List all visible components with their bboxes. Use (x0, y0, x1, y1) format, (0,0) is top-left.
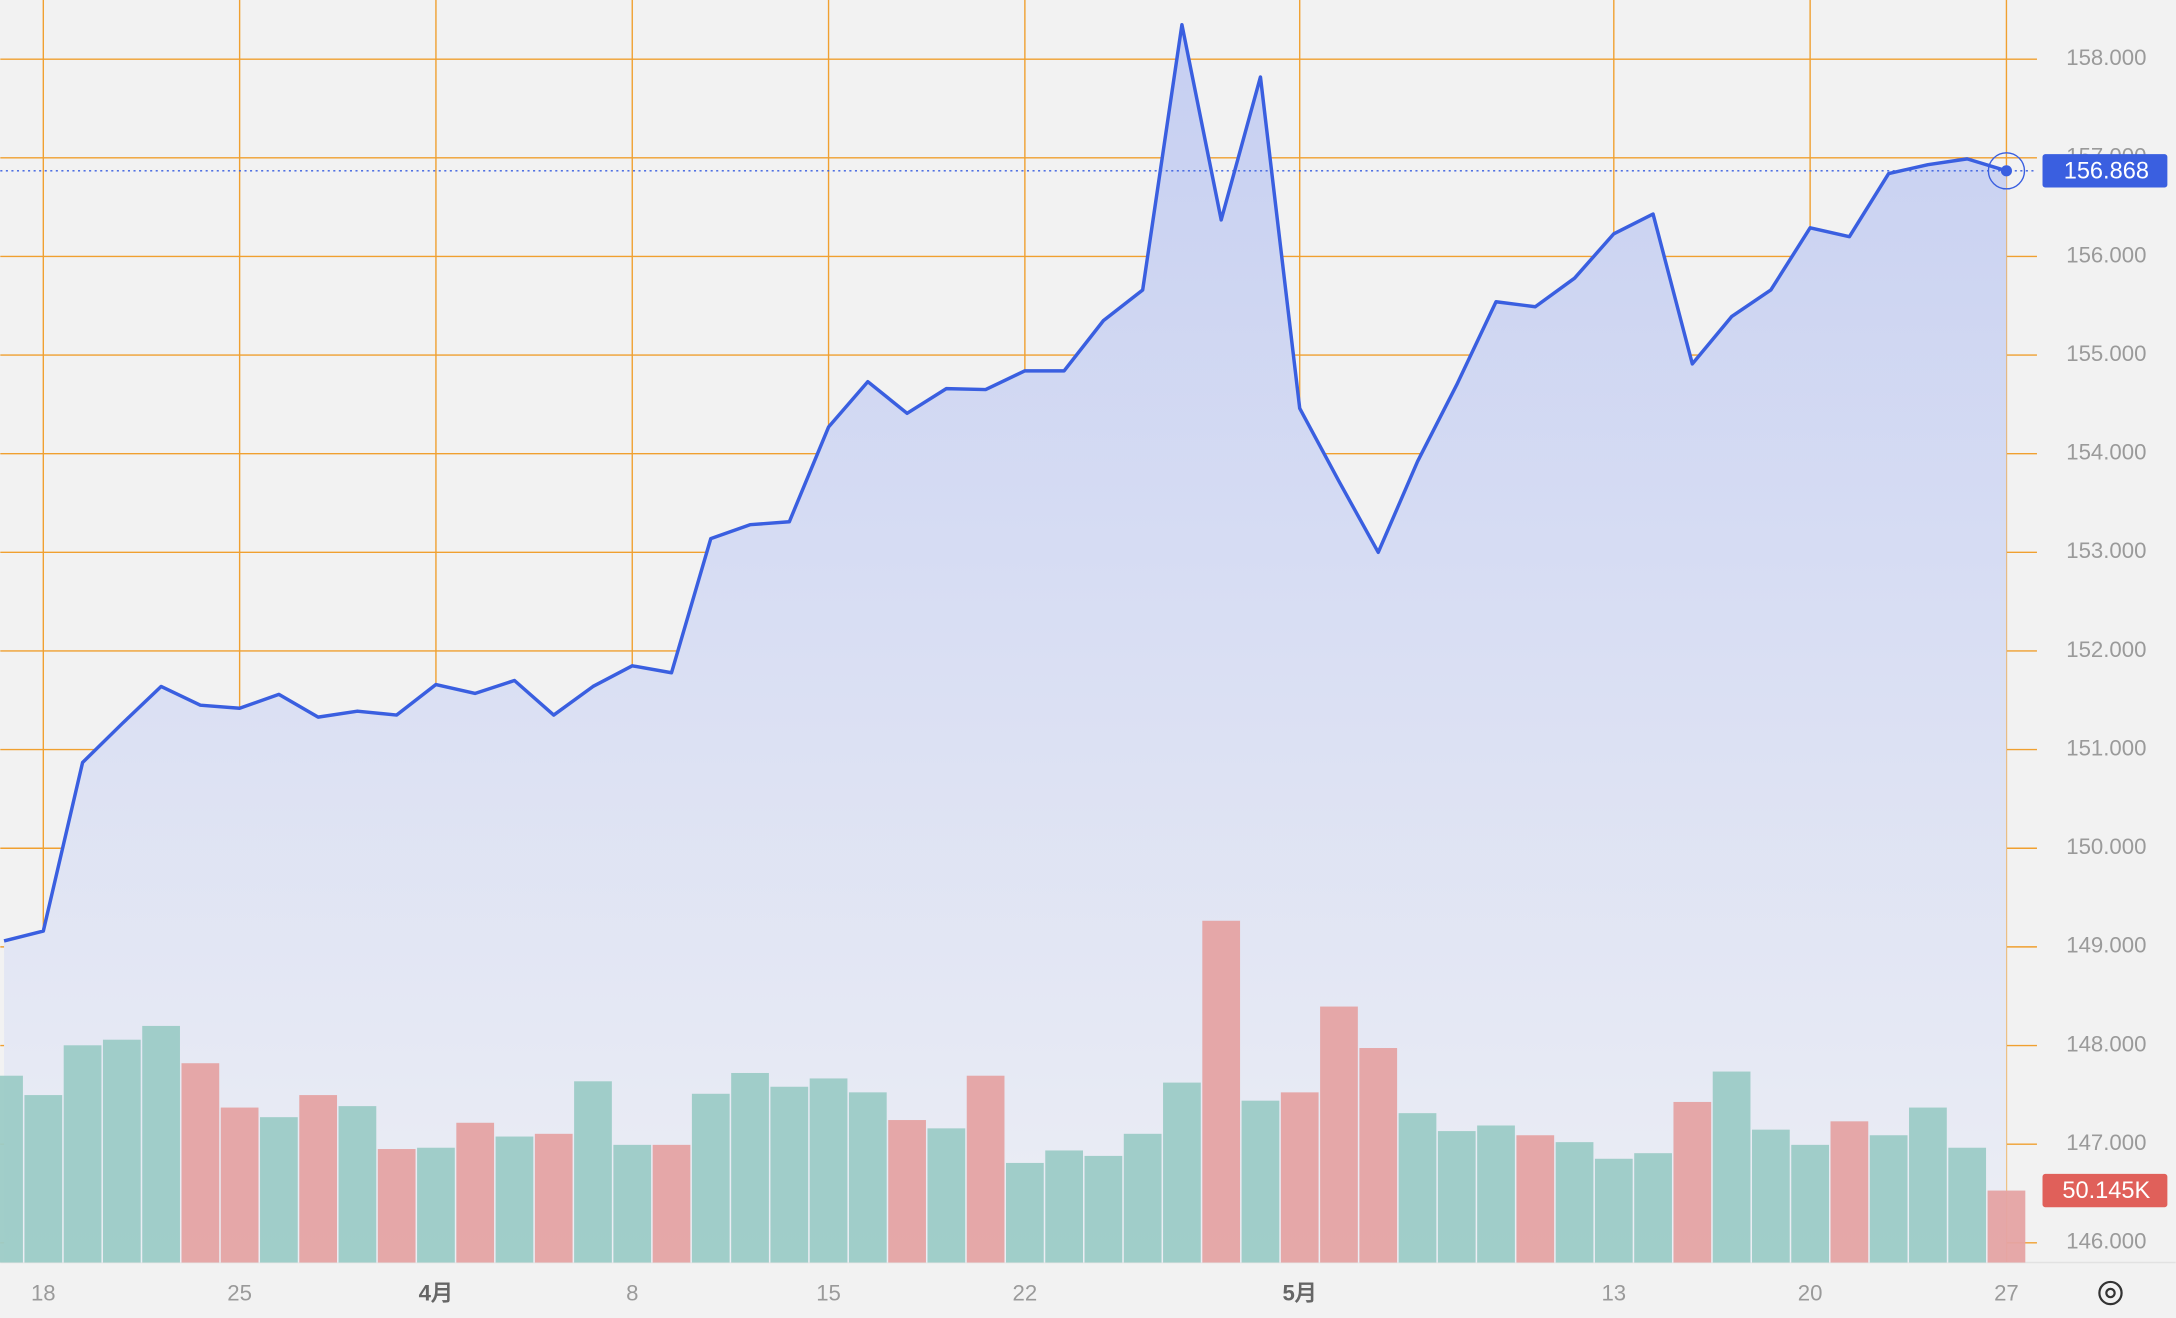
price-tag-label: 156.868 (2064, 157, 2149, 183)
volume-bar (1948, 1147, 1987, 1263)
volume-bar (377, 1149, 416, 1263)
volume-bar (1673, 1101, 1712, 1263)
volume-bar (1751, 1129, 1790, 1263)
y-tick-label: 149.000 (2066, 933, 2146, 958)
y-tick-label: 158.000 (2066, 45, 2146, 70)
y-tick-label: 150.000 (2066, 834, 2146, 859)
volume-bar (142, 1025, 180, 1263)
volume-bar (1045, 1150, 1084, 1263)
price-line (3, 22, 2007, 943)
volume-bar (927, 1128, 966, 1263)
volume-bar (1320, 1006, 1358, 1263)
volume-bar (299, 1095, 338, 1263)
x-tick-label: 18 (31, 1280, 56, 1305)
volume-bar (1241, 1100, 1280, 1263)
last-point-halo (1987, 152, 2026, 190)
y-tick-label: 155.000 (2066, 341, 2146, 366)
volume-bar (1437, 1131, 1476, 1263)
settings-icon-core[interactable] (2105, 1287, 2116, 1299)
volume-bar (1791, 1144, 1829, 1263)
volume-bar (1163, 1082, 1201, 1263)
volume-bar (1634, 1153, 1672, 1263)
volume-bar (181, 1063, 220, 1263)
volume-bar (1830, 1121, 1869, 1263)
volume-bar (220, 1107, 259, 1263)
volume-bar (652, 1144, 691, 1263)
volume-bar (731, 1072, 769, 1263)
volume-bar (1398, 1113, 1437, 1263)
y-tick-label: 151.000 (2066, 735, 2146, 760)
volume-bar (260, 1117, 298, 1263)
volume-bar (1359, 1048, 1398, 1263)
y-tick-label: 146.000 (2066, 1229, 2146, 1254)
volume-bar (1987, 1190, 2026, 1263)
settings-icon-ring[interactable] (2098, 1280, 2123, 1306)
x-tick-label: 15 (816, 1280, 841, 1305)
volume-bar (1869, 1135, 1908, 1263)
x-tick-label: 8 (626, 1280, 638, 1305)
volume-tag (2042, 1173, 2168, 1208)
volume-bar (1555, 1142, 1594, 1263)
volume-bar (102, 1039, 141, 1263)
volume-bar (1123, 1133, 1162, 1263)
y-tick-label: 147.000 (2066, 1130, 2146, 1155)
volume-bar (495, 1136, 534, 1263)
volume-bar (338, 1106, 377, 1263)
y-tick-label: 156.000 (2066, 242, 2146, 267)
x-tick-label: 4月 (419, 1280, 454, 1305)
volume-bar (456, 1122, 495, 1263)
y-tick-label: 154.000 (2066, 440, 2146, 465)
volume-bar (966, 1075, 1005, 1263)
x-tick-label: 13 (1601, 1280, 1626, 1305)
area-fill (4, 24, 2007, 1263)
y-tick-label: 152.000 (2066, 637, 2146, 662)
x-tick-label: 22 (1013, 1280, 1038, 1305)
volume-bar (770, 1086, 809, 1263)
y-tick-label: 153.000 (2066, 538, 2146, 563)
x-tick-label: 20 (1798, 1280, 1823, 1305)
y-tick-label: 148.000 (2066, 1031, 2146, 1056)
volume-bar (848, 1092, 887, 1263)
volume-bar (1909, 1107, 1947, 1263)
volume-bar (1084, 1155, 1123, 1263)
price-tag (2042, 154, 2168, 188)
volume-bar (809, 1078, 848, 1263)
volume-bar (1202, 920, 1241, 1263)
volume-bar (417, 1147, 455, 1263)
x-tick-label: 27 (1994, 1280, 2019, 1305)
volume-bar (63, 1045, 102, 1263)
volume-bar (613, 1144, 652, 1263)
volume-bar (1516, 1135, 1555, 1263)
x-tick-label: 25 (227, 1280, 252, 1305)
volume-bar (534, 1133, 573, 1263)
volume-tag-label: 50.145K (2062, 1177, 2150, 1203)
x-tick-label: 5月 (1282, 1280, 1317, 1305)
volume-bar (24, 1095, 63, 1263)
volume-bar (691, 1093, 730, 1263)
volume-bar (1477, 1125, 1515, 1263)
volume-bar (1594, 1158, 1633, 1263)
volume-bar (574, 1081, 612, 1263)
volume-bar (1280, 1092, 1319, 1263)
volume-bar (0, 1075, 23, 1263)
settings-icon[interactable] (2098, 1280, 2123, 1306)
volume-bar (888, 1120, 926, 1263)
last-point (2000, 165, 2012, 177)
volume-bar (1006, 1162, 1044, 1263)
volume-bar (1712, 1071, 1751, 1263)
